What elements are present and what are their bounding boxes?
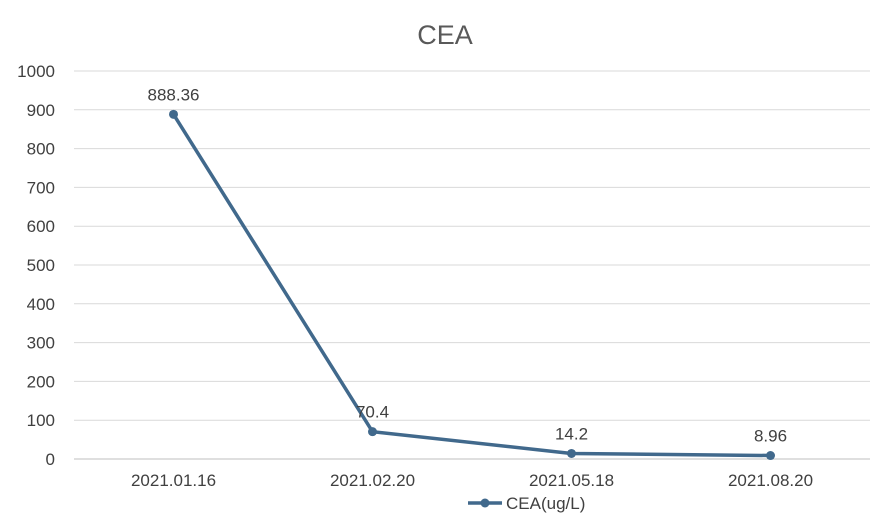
y-tick-label: 0: [46, 450, 55, 469]
legend[interactable]: CEA(ug/L): [468, 494, 585, 513]
x-tick-label: 2021.05.18: [529, 471, 614, 490]
gridlines: [74, 70, 870, 421]
data-point[interactable]: [169, 109, 178, 119]
y-tick-label: 700: [27, 178, 55, 197]
data-label: 888.36: [148, 85, 200, 104]
y-tick-label: 200: [27, 372, 55, 391]
series-line: [171, 112, 773, 458]
x-tick-label: 2021.01.16: [131, 471, 216, 490]
legend-label[interactable]: CEA(ug/L): [506, 494, 585, 513]
y-tick-label: 400: [27, 295, 55, 314]
series-layer: [169, 109, 775, 461]
data-label: 8.96: [754, 427, 787, 446]
data-point[interactable]: [567, 448, 576, 458]
y-tick-label: 100: [27, 411, 55, 430]
y-tick-label: 1000: [17, 62, 55, 81]
y-tick-label: 600: [27, 217, 55, 236]
x-tick-label: 2021.02.20: [330, 471, 415, 490]
data-label: 70.4: [356, 403, 389, 422]
chart-title: CEA: [417, 20, 473, 50]
y-tick-label: 500: [27, 256, 55, 275]
y-tick-label: 800: [27, 140, 55, 159]
y-tick-label: 900: [27, 101, 55, 120]
data-point[interactable]: [368, 427, 377, 437]
x-tick-label: 2021.08.20: [728, 471, 813, 490]
data-labels: 888.36 70.4 14.2 8.96: [148, 85, 788, 445]
data-point[interactable]: [766, 451, 775, 461]
data-label: 14.2: [555, 424, 588, 443]
axes: 0 100 200 300 400 500 600 700 800 900 1000 2021.01.…: [17, 62, 870, 490]
y-tick-label: 300: [27, 334, 55, 353]
legend-marker: [480, 498, 490, 508]
